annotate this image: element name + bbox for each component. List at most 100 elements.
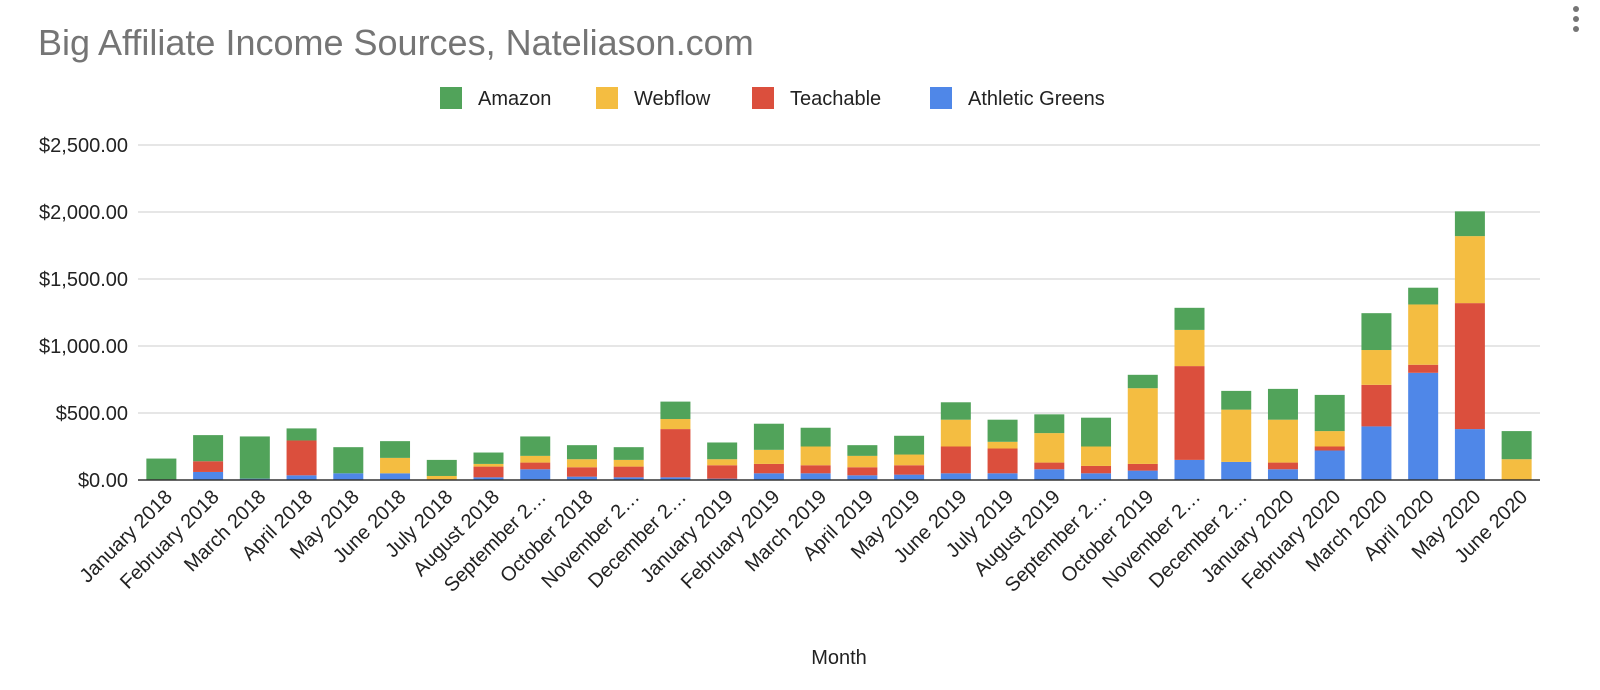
bar-segment bbox=[613, 447, 644, 460]
bar-segment bbox=[380, 473, 411, 480]
bar-segment bbox=[847, 445, 878, 456]
bar-segment bbox=[1361, 350, 1392, 385]
bar-segment bbox=[1314, 450, 1345, 480]
bar-segment bbox=[1314, 431, 1345, 447]
bar-segment bbox=[800, 465, 831, 474]
legend-label: Athletic Greens bbox=[968, 88, 1105, 110]
bar-segment bbox=[239, 436, 270, 479]
bar-segment bbox=[1127, 463, 1158, 471]
bar-segment bbox=[753, 449, 784, 464]
bar-segment bbox=[1454, 211, 1485, 237]
legend-item: Amazon bbox=[440, 87, 551, 110]
bar-segment bbox=[940, 402, 971, 420]
bar-segment bbox=[753, 473, 784, 480]
y-tick-label: $2,500.00 bbox=[39, 135, 128, 157]
bar-segment bbox=[146, 458, 177, 480]
menu-dot bbox=[1573, 6, 1579, 12]
bar-segment bbox=[426, 459, 457, 476]
bar-segment bbox=[660, 401, 691, 420]
bar-segment bbox=[1127, 470, 1158, 480]
bar-segment bbox=[987, 448, 1018, 474]
bar-segment bbox=[1127, 374, 1158, 389]
legend-item: Teachable bbox=[752, 87, 881, 110]
bar-segment bbox=[894, 454, 925, 466]
bar-segment bbox=[847, 475, 878, 480]
bar-segment bbox=[1034, 414, 1065, 434]
bar-segment bbox=[566, 459, 597, 468]
bar-segment bbox=[1361, 426, 1392, 480]
bar-segment bbox=[520, 469, 551, 480]
bar-segment bbox=[286, 440, 317, 476]
bar-segment bbox=[894, 435, 925, 455]
bar-segment bbox=[520, 436, 551, 456]
bar-segment bbox=[940, 419, 971, 447]
bar-segment bbox=[1174, 459, 1205, 480]
bar-segment bbox=[753, 463, 784, 474]
bar-segment bbox=[987, 441, 1018, 449]
bar-segment bbox=[1408, 364, 1439, 373]
x-axis-label: Month bbox=[811, 647, 867, 669]
bar-segment bbox=[707, 465, 738, 479]
bar-segment bbox=[1081, 417, 1112, 447]
bar-segment bbox=[660, 477, 691, 480]
bar-segment bbox=[1314, 394, 1345, 432]
bar-segment bbox=[1408, 287, 1439, 305]
menu-dot bbox=[1573, 16, 1579, 22]
bar-segment bbox=[894, 465, 925, 475]
bar-segment bbox=[987, 473, 1018, 480]
bar-segment bbox=[1034, 433, 1065, 463]
legend-swatch bbox=[930, 87, 952, 109]
bar-segment bbox=[894, 474, 925, 480]
bar-segment bbox=[333, 447, 364, 474]
y-tick-label: $0.00 bbox=[78, 470, 128, 492]
y-tick-label: $2,000.00 bbox=[39, 202, 128, 224]
bar-segment bbox=[1221, 461, 1252, 480]
bar-segment bbox=[800, 427, 831, 447]
bar-segment bbox=[1034, 462, 1065, 470]
bar-segment bbox=[1361, 313, 1392, 351]
legend-label: Amazon bbox=[478, 88, 551, 110]
bar-segment bbox=[1221, 409, 1252, 462]
more-options-icon[interactable] bbox=[1569, 6, 1583, 46]
bar-segment bbox=[1267, 388, 1298, 420]
bar-segment bbox=[1174, 329, 1205, 367]
bar-segment bbox=[473, 452, 504, 464]
y-tick-label: $1,500.00 bbox=[39, 269, 128, 291]
bar-segment bbox=[800, 446, 831, 466]
bar-segment bbox=[707, 442, 738, 460]
bar-segment bbox=[473, 463, 504, 467]
bar-segment bbox=[1174, 307, 1205, 330]
bar-segment bbox=[1408, 304, 1439, 365]
chart-title: Big Affiliate Income Sources, Nateliason… bbox=[38, 22, 754, 63]
bar-segment bbox=[613, 466, 644, 478]
bar-segment bbox=[1081, 465, 1112, 474]
bar-segment bbox=[613, 459, 644, 467]
bar-segment bbox=[193, 461, 224, 472]
bar-segment bbox=[1267, 469, 1298, 480]
bar-segment bbox=[940, 446, 971, 474]
bar-segment bbox=[1501, 459, 1532, 480]
bar-segment bbox=[800, 473, 831, 480]
bar-segment bbox=[380, 457, 411, 474]
bar-segment bbox=[1081, 446, 1112, 466]
bar-segment bbox=[286, 475, 317, 480]
bar-segment bbox=[987, 419, 1018, 442]
bar-segment bbox=[1314, 446, 1345, 451]
y-tick-label: $1,000.00 bbox=[39, 336, 128, 358]
bar-segment bbox=[520, 462, 551, 470]
bar-segment bbox=[1127, 388, 1158, 464]
bar-segment bbox=[426, 475, 457, 480]
bar-segment bbox=[753, 423, 784, 450]
bar-segment bbox=[1034, 469, 1065, 480]
bar-segment bbox=[613, 477, 644, 480]
bar-segment bbox=[566, 445, 597, 460]
bar-segment bbox=[940, 473, 971, 480]
bar-segment bbox=[847, 467, 878, 476]
bar-segment bbox=[1267, 419, 1298, 463]
bar-segment bbox=[380, 441, 411, 458]
bar-segment bbox=[1174, 366, 1205, 460]
bar-segment bbox=[193, 471, 224, 480]
bar-segment bbox=[1221, 390, 1252, 410]
bar-segment bbox=[566, 476, 597, 480]
